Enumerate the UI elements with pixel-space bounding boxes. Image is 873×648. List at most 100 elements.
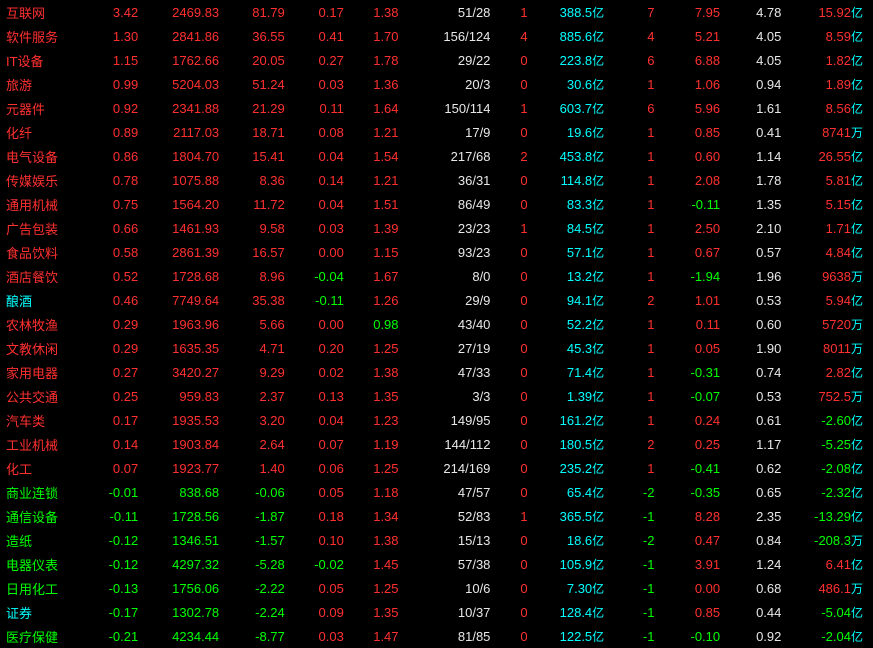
- turnover-rate: 0.74: [724, 360, 785, 384]
- table-row[interactable]: 传媒娱乐0.781075.888.360.141.2136/310114.8亿1…: [0, 168, 873, 192]
- table-row[interactable]: 元器件0.922341.8821.290.111.64150/1141603.7…: [0, 96, 873, 120]
- net-inflow: 8.59亿: [785, 24, 873, 48]
- point-change: 4.71: [223, 336, 289, 360]
- table-row[interactable]: 电气设备0.861804.7015.410.041.54217/682453.8…: [0, 144, 873, 168]
- index-value: 2469.83: [142, 0, 223, 24]
- sector-name: IT设备: [0, 48, 83, 72]
- table-row[interactable]: 酒店餐饮0.521728.688.96-0.041.678/0013.2亿1-1…: [0, 264, 873, 288]
- ratio: 1.47: [348, 624, 403, 648]
- net-inflow: -13.29亿: [785, 504, 873, 528]
- net-inflow: 1.89亿: [785, 72, 873, 96]
- table-row[interactable]: 家用电器0.273420.279.290.021.3847/33071.4亿1-…: [0, 360, 873, 384]
- table-row[interactable]: 文教休闲0.291635.354.710.201.2527/19045.3亿10…: [0, 336, 873, 360]
- point-change: 1.40: [223, 456, 289, 480]
- turnover: 52.2亿: [532, 312, 609, 336]
- table-row[interactable]: 软件服务1.302841.8636.550.411.70156/1244885.…: [0, 24, 873, 48]
- net-inflow: 2.82亿: [785, 360, 873, 384]
- speed: 0.00: [289, 240, 348, 264]
- table-row[interactable]: 农林牧渔0.291963.965.660.000.9843/40052.2亿10…: [0, 312, 873, 336]
- speed: 0.03: [289, 72, 348, 96]
- limit-up: 0: [494, 480, 531, 504]
- net-inflow: -2.60亿: [785, 408, 873, 432]
- sector-name: 酒店餐饮: [0, 264, 83, 288]
- table-row[interactable]: 电器仪表-0.124297.32-5.28-0.021.4557/380105.…: [0, 552, 873, 576]
- index-value: 1923.77: [142, 456, 223, 480]
- net-count: -1: [608, 576, 658, 600]
- table-row[interactable]: 医疗保健-0.214234.44-8.770.031.4781/850122.5…: [0, 624, 873, 648]
- table-row[interactable]: IT设备1.151762.6620.050.271.7829/220223.8亿…: [0, 48, 873, 72]
- point-change: 2.37: [223, 384, 289, 408]
- table-row[interactable]: 通用机械0.751564.2011.720.041.5186/49083.3亿1…: [0, 192, 873, 216]
- up-down-count: 149/95: [403, 408, 495, 432]
- turnover: 161.2亿: [532, 408, 609, 432]
- net-inflow: -2.32亿: [785, 480, 873, 504]
- speed: 0.13: [289, 384, 348, 408]
- pct-change: 0.52: [83, 264, 142, 288]
- table-row[interactable]: 化纤0.892117.0318.710.081.2117/9019.6亿10.8…: [0, 120, 873, 144]
- speed: 0.03: [289, 216, 348, 240]
- up-down-count: 93/23: [403, 240, 495, 264]
- table-row[interactable]: 日用化工-0.131756.06-2.220.051.2510/607.30亿-…: [0, 576, 873, 600]
- ratio: 1.78: [348, 48, 403, 72]
- lead-pct: 2.50: [659, 216, 725, 240]
- net-count: 1: [608, 168, 658, 192]
- pct-change: 0.17: [83, 408, 142, 432]
- ratio: 1.25: [348, 576, 403, 600]
- net-count: 1: [608, 456, 658, 480]
- point-change: 2.64: [223, 432, 289, 456]
- net-inflow: 26.55亿: [785, 144, 873, 168]
- turnover-rate: 4.78: [724, 0, 785, 24]
- lead-pct: 0.00: [659, 576, 725, 600]
- speed: 0.10: [289, 528, 348, 552]
- table-row[interactable]: 食品饮料0.582861.3916.570.001.1593/23057.1亿1…: [0, 240, 873, 264]
- up-down-count: 29/22: [403, 48, 495, 72]
- net-count: 1: [608, 144, 658, 168]
- table-row[interactable]: 汽车类0.171935.533.200.041.23149/950161.2亿1…: [0, 408, 873, 432]
- pct-change: 0.27: [83, 360, 142, 384]
- sector-name: 传媒娱乐: [0, 168, 83, 192]
- table-row[interactable]: 互联网3.422469.8381.790.171.3851/281388.5亿7…: [0, 0, 873, 24]
- table-row[interactable]: 化工0.071923.771.400.061.25214/1690235.2亿1…: [0, 456, 873, 480]
- index-value: 1635.35: [142, 336, 223, 360]
- turnover: 885.6亿: [532, 24, 609, 48]
- net-count: 2: [608, 288, 658, 312]
- up-down-count: 3/3: [403, 384, 495, 408]
- point-change: -0.06: [223, 480, 289, 504]
- turnover: 180.5亿: [532, 432, 609, 456]
- net-count: -1: [608, 600, 658, 624]
- limit-up: 0: [494, 360, 531, 384]
- up-down-count: 15/13: [403, 528, 495, 552]
- table-row[interactable]: 公共交通0.25959.832.370.131.353/301.39亿1-0.0…: [0, 384, 873, 408]
- table-row[interactable]: 旅游0.995204.0351.240.031.3620/3030.6亿11.0…: [0, 72, 873, 96]
- point-change: 16.57: [223, 240, 289, 264]
- table-row[interactable]: 造纸-0.121346.51-1.570.101.3815/13018.6亿-2…: [0, 528, 873, 552]
- table-row[interactable]: 商业连锁-0.01838.68-0.060.051.1847/57065.4亿-…: [0, 480, 873, 504]
- pct-change: 0.89: [83, 120, 142, 144]
- sector-name: 广告包装: [0, 216, 83, 240]
- point-change: -5.28: [223, 552, 289, 576]
- index-value: 2117.03: [142, 120, 223, 144]
- table-row[interactable]: 证券-0.171302.78-2.240.091.3510/370128.4亿-…: [0, 600, 873, 624]
- turnover: 365.5亿: [532, 504, 609, 528]
- sector-name: 互联网: [0, 0, 83, 24]
- turnover-rate: 4.05: [724, 24, 785, 48]
- table-row[interactable]: 通信设备-0.111728.56-1.870.181.3452/831365.5…: [0, 504, 873, 528]
- index-value: 4234.44: [142, 624, 223, 648]
- lead-pct: 5.96: [659, 96, 725, 120]
- limit-up: 0: [494, 528, 531, 552]
- up-down-count: 150/114: [403, 96, 495, 120]
- limit-up: 0: [494, 600, 531, 624]
- up-down-count: 27/19: [403, 336, 495, 360]
- net-count: 1: [608, 120, 658, 144]
- turnover-rate: 1.78: [724, 168, 785, 192]
- table-row[interactable]: 酿酒0.467749.6435.38-0.111.2629/9094.1亿21.…: [0, 288, 873, 312]
- up-down-count: 8/0: [403, 264, 495, 288]
- ratio: 1.25: [348, 336, 403, 360]
- up-down-count: 43/40: [403, 312, 495, 336]
- table-row[interactable]: 工业机械0.141903.842.640.071.19144/1120180.5…: [0, 432, 873, 456]
- turnover: 114.8亿: [532, 168, 609, 192]
- point-change: 11.72: [223, 192, 289, 216]
- table-row[interactable]: 广告包装0.661461.939.580.031.3923/23184.5亿12…: [0, 216, 873, 240]
- index-value: 2841.86: [142, 24, 223, 48]
- turnover: 30.6亿: [532, 72, 609, 96]
